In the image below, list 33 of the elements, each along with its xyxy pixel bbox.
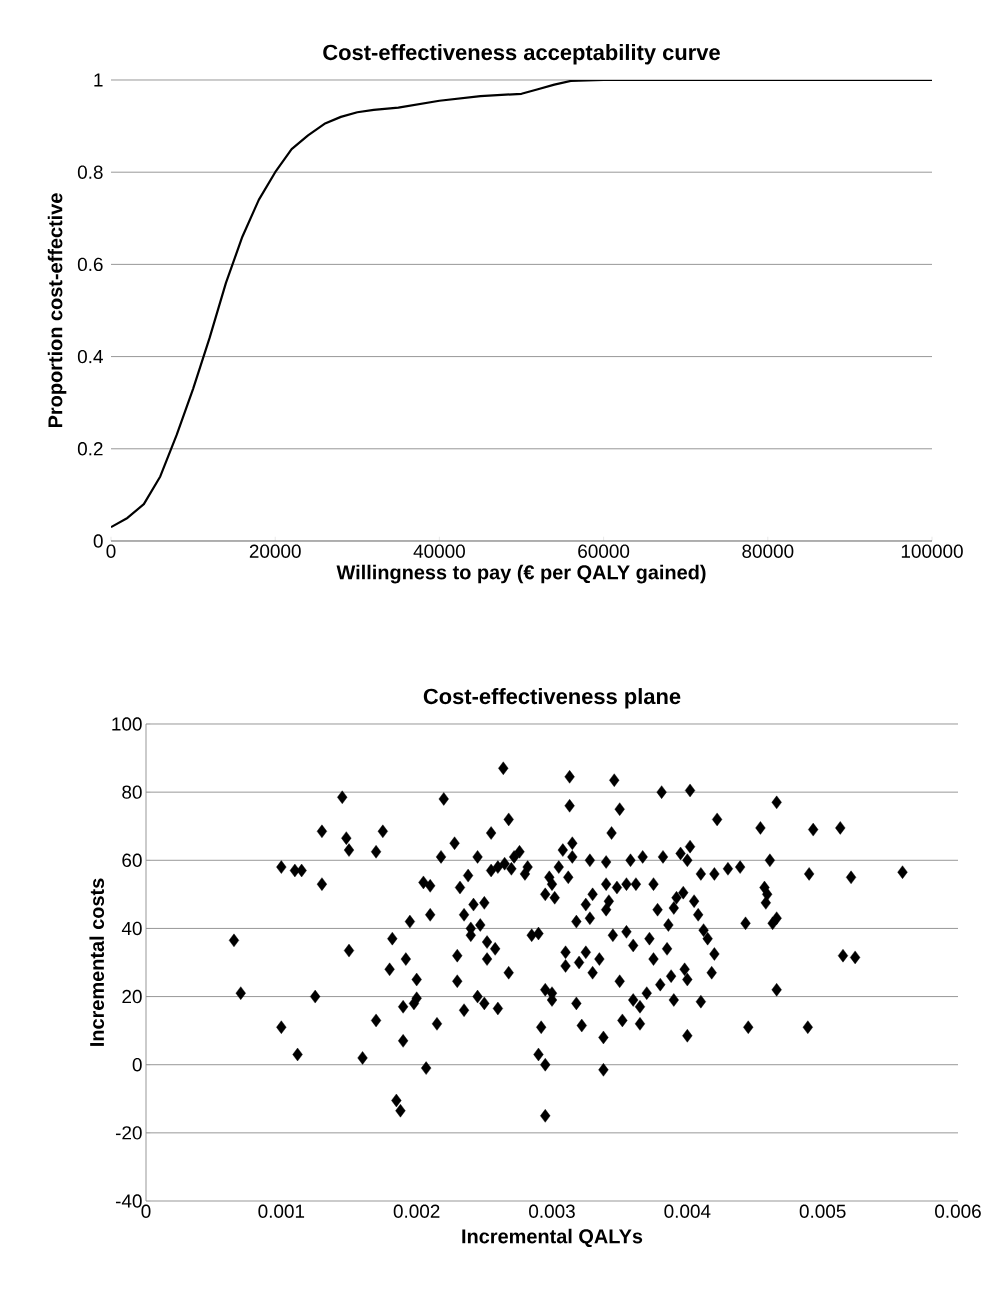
y-tick-label: -20: [115, 1126, 142, 1140]
x-tick-label: 0: [141, 1204, 151, 1218]
x-tick-label: 0.005: [799, 1204, 846, 1218]
y-tick-label: 0: [93, 534, 103, 548]
x-tick-label: 40000: [413, 544, 465, 558]
x-tick-label: 0.003: [529, 1204, 575, 1218]
y-tick-label: 1: [94, 73, 103, 87]
x-tick-label: 0: [106, 544, 116, 558]
y-tick-label: 0.6: [77, 257, 103, 272]
y-tick-label: 60: [122, 853, 142, 867]
x-tick-label: 0.002: [393, 1204, 440, 1218]
y-tick-label: 40: [121, 921, 142, 936]
x-tick-label: 60000: [578, 544, 630, 558]
x-tick-label: 0.006: [935, 1204, 981, 1218]
y-tick-label: 0.2: [77, 442, 103, 456]
y-tick-label: 0.4: [77, 349, 103, 364]
x-axis-title: Incremental QALYs: [462, 1228, 643, 1248]
y-tick-label: 80: [122, 785, 142, 799]
y-axis-title: Proportion cost-effective: [47, 193, 67, 428]
y-tick-label: 0: [132, 1058, 142, 1072]
y-tick-label: 0.8: [77, 165, 103, 179]
x-tick-label: 0.001: [258, 1204, 305, 1218]
x-tick-label: 100000: [901, 544, 963, 558]
chart-title: Cost-effectiveness plane: [423, 688, 681, 709]
x-axis-title: Willingness to pay (€ per QALY gained): [336, 564, 706, 584]
y-tick-label: 20: [122, 989, 142, 1004]
x-tick-label: 20000: [249, 544, 301, 558]
x-tick-label: 80000: [742, 544, 794, 558]
x-tick-label: 0.004: [664, 1204, 711, 1218]
y-tick-label: -40: [115, 1194, 142, 1208]
y-tick-label: 100: [112, 717, 142, 731]
chart-title: Cost-effectiveness acceptability curve: [323, 44, 720, 65]
y-axis-title: Incremental costs: [89, 878, 105, 1046]
